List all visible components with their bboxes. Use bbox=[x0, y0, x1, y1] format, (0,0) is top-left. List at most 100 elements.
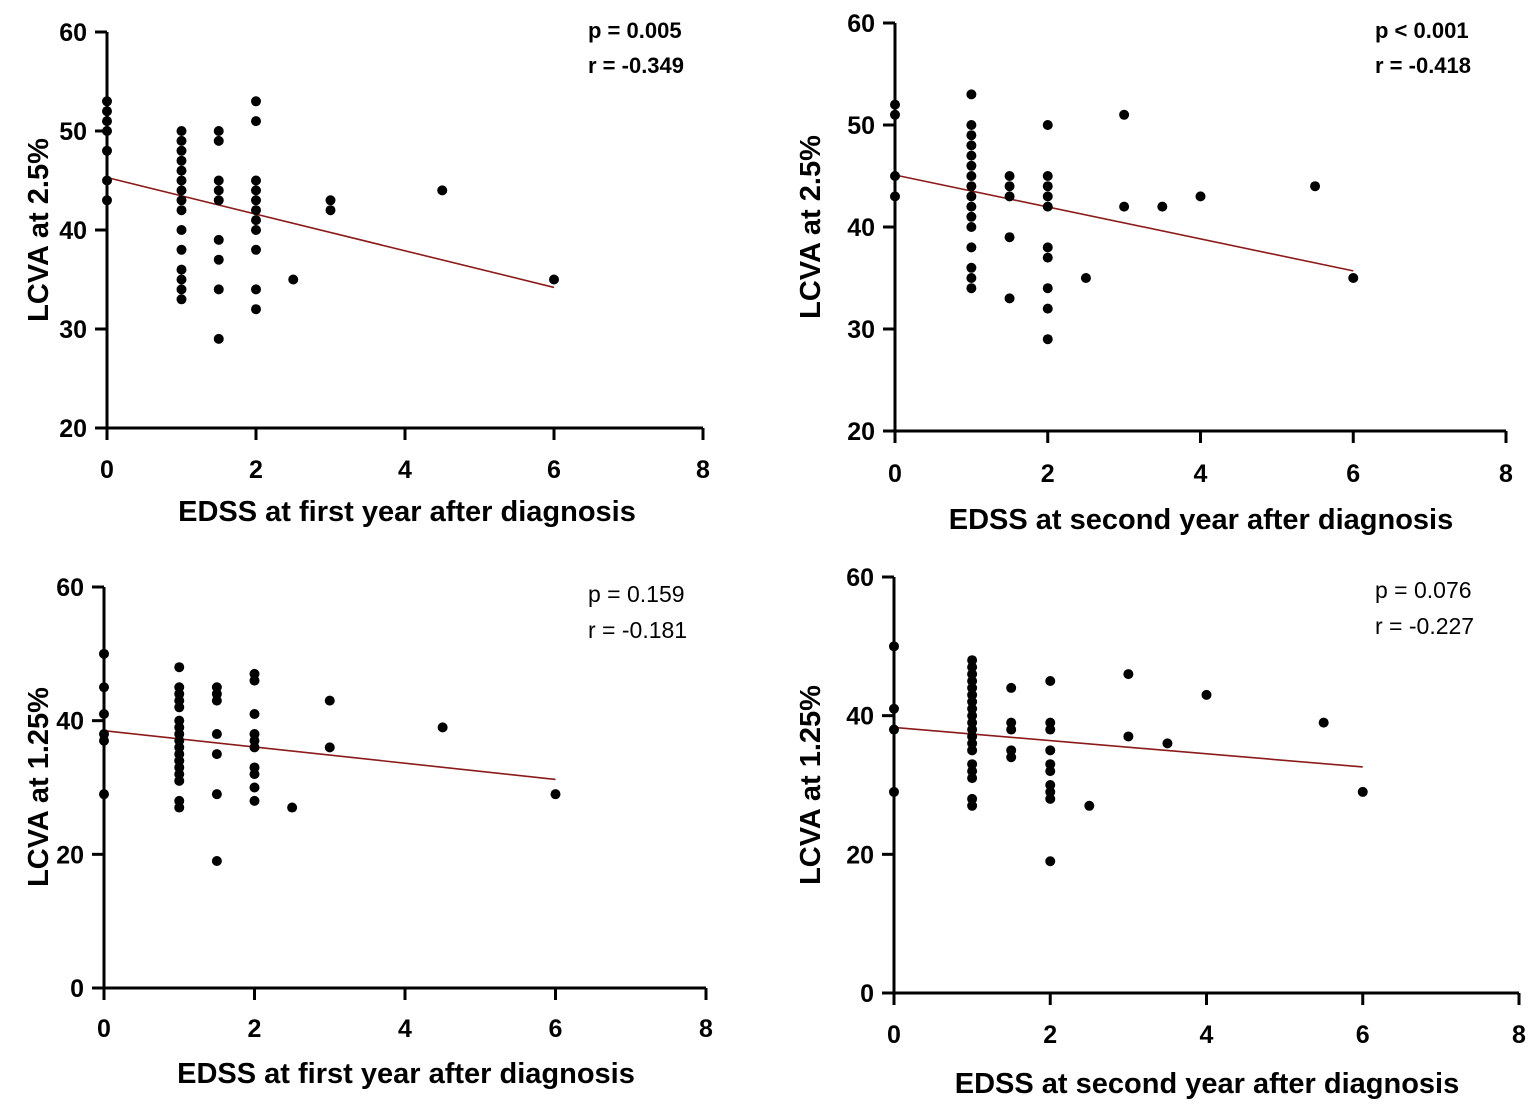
data-point bbox=[966, 262, 977, 273]
data-point bbox=[174, 775, 185, 786]
x-tick-label: 8 bbox=[1512, 1021, 1526, 1049]
data-point bbox=[1042, 171, 1053, 181]
y-tick-label: 60 bbox=[56, 574, 84, 602]
data-point bbox=[966, 283, 977, 294]
data-point bbox=[287, 802, 298, 813]
data-point bbox=[966, 171, 977, 181]
data-point bbox=[251, 205, 261, 216]
data-point bbox=[211, 729, 222, 740]
data-point bbox=[1006, 745, 1017, 756]
y-tick-label: 40 bbox=[56, 708, 84, 736]
y-axis-title: LCVA at 2.5% bbox=[23, 138, 55, 322]
data-point bbox=[967, 655, 978, 666]
r-value-annotation: r = -0.181 bbox=[588, 617, 687, 643]
data-point bbox=[176, 165, 187, 176]
data-point bbox=[966, 89, 977, 100]
y-tick-label: 50 bbox=[59, 118, 87, 146]
data-point bbox=[1045, 786, 1056, 797]
data-point bbox=[174, 662, 185, 673]
r-value-annotation: r = -0.349 bbox=[588, 53, 684, 78]
x-tick-label: 4 bbox=[398, 456, 412, 484]
x-tick-label: 0 bbox=[888, 460, 902, 488]
data-point bbox=[966, 273, 977, 283]
data-point bbox=[174, 802, 185, 813]
data-point bbox=[176, 185, 187, 196]
data-point bbox=[1042, 181, 1053, 192]
data-point bbox=[251, 195, 261, 206]
data-point bbox=[324, 742, 335, 753]
data-point bbox=[176, 175, 187, 186]
data-point bbox=[213, 175, 224, 186]
r-value-annotation: r = -0.227 bbox=[1375, 613, 1474, 639]
data-point bbox=[99, 708, 109, 719]
panel-lcva-1.25-second-year: 0 20 40 60 0 2 4 6 8 EDSS at second year after di… bbox=[795, 564, 1526, 1100]
data-point bbox=[325, 205, 336, 216]
regression-line bbox=[894, 174, 1354, 272]
data-point bbox=[176, 274, 187, 285]
data-point bbox=[1045, 676, 1056, 686]
data-point bbox=[550, 789, 561, 800]
data-point bbox=[176, 294, 187, 305]
data-point bbox=[251, 96, 261, 107]
data-point bbox=[1123, 731, 1134, 742]
data-point bbox=[967, 738, 978, 749]
data-point bbox=[966, 160, 977, 171]
data-point bbox=[966, 191, 977, 202]
data-point bbox=[890, 99, 900, 110]
data-point bbox=[211, 749, 222, 760]
data-point bbox=[967, 745, 978, 756]
data-point bbox=[176, 225, 187, 235]
p-value-annotation: p = 0.159 bbox=[588, 581, 685, 607]
panel-lcva-2.5-first-year: 20 30 40 50 60 0 2 4 6 8 EDSS at first year after … bbox=[23, 18, 710, 528]
data-point bbox=[967, 676, 978, 686]
data-point bbox=[1045, 724, 1056, 735]
data-point bbox=[966, 181, 977, 192]
data-point bbox=[1006, 724, 1017, 735]
data-point bbox=[251, 215, 261, 226]
data-point bbox=[1042, 283, 1053, 294]
data-point bbox=[213, 234, 224, 245]
data-point bbox=[967, 724, 978, 735]
data-point bbox=[889, 724, 899, 735]
y-tick-label: 40 bbox=[59, 217, 87, 245]
x-axis-title: EDSS at second year after diagnosis bbox=[949, 504, 1453, 536]
data-point bbox=[251, 175, 261, 186]
data-point bbox=[1004, 191, 1015, 202]
data-point bbox=[1201, 689, 1212, 700]
data-point bbox=[99, 789, 109, 800]
data-point bbox=[1042, 120, 1053, 130]
data-point bbox=[1045, 717, 1056, 728]
data-point bbox=[1004, 232, 1015, 243]
data-point bbox=[967, 669, 978, 680]
x-tick-label: 8 bbox=[696, 456, 710, 484]
data-point bbox=[1162, 738, 1173, 749]
data-point bbox=[102, 195, 112, 206]
data-point bbox=[966, 120, 977, 130]
data-point bbox=[1045, 745, 1056, 756]
x-tick-label: 2 bbox=[1041, 460, 1055, 488]
data-point bbox=[889, 786, 899, 797]
data-point bbox=[967, 800, 978, 811]
data-point bbox=[102, 126, 112, 136]
x-tick-label: 8 bbox=[1499, 460, 1513, 488]
data-point bbox=[1195, 191, 1206, 202]
data-point bbox=[99, 648, 109, 659]
y-tick-label: 30 bbox=[59, 316, 87, 344]
x-tick-label: 0 bbox=[100, 456, 114, 484]
data-point bbox=[967, 696, 978, 707]
data-point bbox=[176, 205, 187, 216]
data-point bbox=[1080, 273, 1091, 283]
r-value-annotation: r = -0.418 bbox=[1375, 53, 1471, 78]
y-tick-label: 40 bbox=[847, 214, 875, 242]
data-point bbox=[249, 782, 260, 793]
data-point bbox=[967, 731, 978, 742]
y-tick-label: 40 bbox=[846, 703, 874, 731]
x-tick-label: 6 bbox=[1346, 460, 1360, 488]
data-point bbox=[213, 135, 224, 146]
x-tick-label: 0 bbox=[97, 1015, 111, 1043]
data-point bbox=[437, 722, 448, 733]
p-value-annotation: p < 0.001 bbox=[1375, 18, 1469, 43]
data-point bbox=[1042, 334, 1053, 345]
data-point bbox=[1348, 273, 1359, 283]
